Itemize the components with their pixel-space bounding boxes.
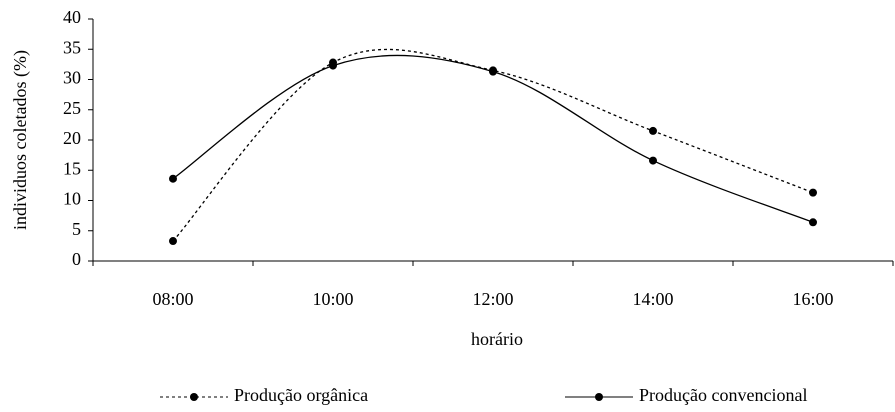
x-tick-label: 16:00 xyxy=(792,289,833,309)
y-tick-label: 25 xyxy=(63,98,81,118)
marker xyxy=(169,237,177,246)
y-tick-label: 15 xyxy=(63,158,81,178)
legend-marker xyxy=(190,393,198,401)
y-tick-label: 35 xyxy=(63,37,81,57)
x-tick-label: 14:00 xyxy=(632,289,673,309)
y-tick-label: 5 xyxy=(72,219,81,239)
marker xyxy=(169,174,177,183)
legend-label: Produção convencional xyxy=(639,385,807,405)
x-axis-label: horário xyxy=(471,329,523,349)
marker xyxy=(809,188,817,197)
marker xyxy=(489,67,497,76)
y-tick-label: 40 xyxy=(63,7,81,27)
marker xyxy=(809,218,817,227)
y-tick-label: 30 xyxy=(63,68,81,88)
series-line xyxy=(172,48,814,242)
marker xyxy=(649,126,657,135)
y-tick-label: 10 xyxy=(63,189,81,209)
x-tick-label: 10:00 xyxy=(312,289,353,309)
y-tick-label: 0 xyxy=(72,249,81,269)
x-tick-label: 12:00 xyxy=(472,289,513,309)
y-axis-label: individuos coletados (%) xyxy=(10,50,31,230)
marker xyxy=(649,156,657,165)
marker xyxy=(329,61,337,70)
series-line xyxy=(172,54,814,223)
legend-marker xyxy=(595,393,603,401)
y-tick-label: 20 xyxy=(63,128,81,148)
x-tick-label: 08:00 xyxy=(152,289,193,309)
legend-label: Produção orgânica xyxy=(234,385,368,405)
